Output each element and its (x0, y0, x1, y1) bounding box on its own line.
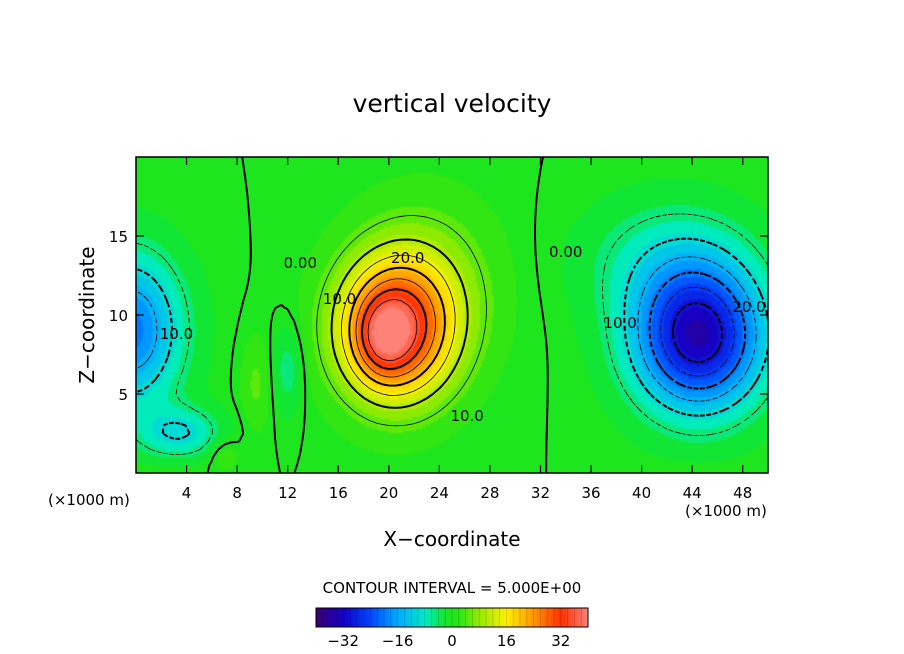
colorbar-tick-label: 0 (447, 632, 457, 650)
colorbar-tick-label: −16 (382, 632, 414, 650)
contour-line (330, 238, 469, 409)
x-tick-label: 48 (733, 484, 752, 502)
y-tick-label: 15 (109, 228, 128, 246)
contour-label: 10.0 (160, 325, 193, 343)
contour-line (136, 213, 768, 455)
y-tick-label: 5 (118, 386, 128, 404)
contour-label: 0.00 (549, 243, 582, 261)
contour-label: 10.0 (450, 407, 483, 425)
contour-label: 20.0 (391, 249, 424, 267)
colorbar-tick-label: 16 (497, 632, 516, 650)
contour-label: 20.0 (732, 298, 765, 316)
y-axis-label: Z−coordinate (75, 246, 99, 383)
x-tick-label: 16 (329, 484, 348, 502)
contour-label: 10.0 (323, 290, 356, 308)
contour-line (316, 215, 487, 427)
contour-line (206, 157, 549, 473)
y-tick-label: 10 (109, 307, 128, 325)
contour-lines (136, 157, 768, 473)
x-axis-ticks: 4 8 12 16 20 24 28 32 36 40 44 48 (182, 157, 752, 502)
contour-interval-label: CONTOUR INTERVAL = 5.000E+00 (323, 579, 582, 597)
colorbar-gradient (316, 608, 588, 627)
x-tick-label: 40 (632, 484, 651, 502)
x-tick-label: 12 (278, 484, 297, 502)
contour-line (648, 271, 747, 390)
contour-labels: 20.0 10.0 10.0 0.00 0.00 10.0 20.0 10.0 (160, 243, 766, 425)
x-tick-label: 28 (480, 484, 499, 502)
plot-area: 20.0 10.0 10.0 0.00 0.00 10.0 20.0 10.0 (136, 157, 768, 473)
contour-line (341, 254, 456, 396)
colorbar-frame (315, 607, 589, 628)
contour-line (671, 302, 723, 364)
x-tick-label: 8 (232, 484, 242, 502)
contour-line (660, 286, 735, 377)
x-unit-right: (×1000 m) (685, 502, 767, 520)
x-tick-label: 20 (379, 484, 398, 502)
colorbar-tick-label: −32 (327, 632, 359, 650)
x-tick-label: 4 (182, 484, 192, 502)
velocity-field (136, 157, 768, 473)
x-tick-label: 44 (683, 484, 702, 502)
colorbar-ticks: −32 −16 0 16 32 (327, 632, 570, 650)
contour-label: 0.00 (284, 254, 317, 272)
x-tick-label: 36 (581, 484, 600, 502)
x-tick-label: 24 (430, 484, 449, 502)
chart-title: vertical velocity (353, 89, 552, 118)
contour-line (360, 288, 428, 370)
x-axis-label: X−coordinate (383, 527, 520, 551)
contour-label: 10.0 (603, 314, 636, 332)
colorbar-tick-label: 32 (551, 632, 570, 650)
contour-line (136, 256, 757, 402)
colorbar: −32 −16 0 16 32 (315, 607, 589, 650)
contour-line (355, 278, 436, 378)
x-tick-label: 32 (531, 484, 550, 502)
contour-line (136, 237, 768, 440)
y-axis-ticks: 5 10 15 (109, 228, 768, 404)
colorbar-separators (322, 608, 582, 627)
contour-line (367, 299, 418, 362)
x-unit-left: (×1000 m) (48, 491, 130, 509)
contour-line (348, 266, 446, 387)
